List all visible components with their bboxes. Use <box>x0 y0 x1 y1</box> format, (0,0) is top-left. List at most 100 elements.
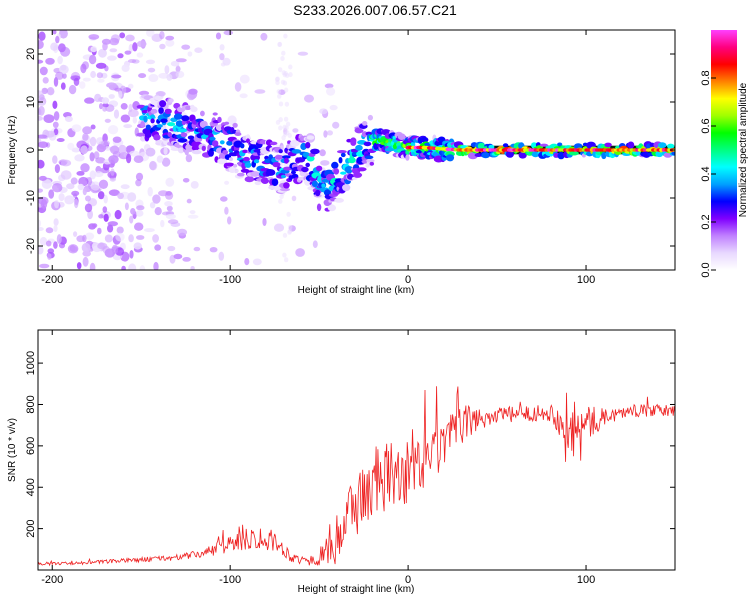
spectrogram-cell <box>38 116 43 121</box>
spectrogram-cell <box>277 93 282 99</box>
spectrogram-cell <box>45 240 52 247</box>
colorbar-tick-label: 0.4 <box>700 166 712 181</box>
spectrogram-cell <box>54 164 61 174</box>
spectrogram-cell <box>41 179 53 189</box>
spectrogram-cell <box>82 126 92 135</box>
spectrogram-x-tick-label: -200 <box>41 274 63 286</box>
spectrogram-cell <box>73 231 78 237</box>
spectrogram-cell <box>38 31 46 41</box>
spectrogram-cell <box>101 140 110 146</box>
spectrogram-cell <box>167 122 176 127</box>
spectrogram-cell <box>147 186 153 197</box>
spectrogram-cell <box>252 258 262 266</box>
spectrogram-cell <box>604 142 612 148</box>
spectrogram-cell <box>149 160 157 171</box>
spectrogram-cell <box>60 64 67 71</box>
spectrogram-cell <box>282 232 288 238</box>
spectrogram-cell <box>165 35 175 41</box>
spectrogram-cell <box>237 172 245 177</box>
colorbar-tick-label: 0.6 <box>700 118 712 133</box>
spectrogram-cell <box>154 207 162 216</box>
spectrogram-cell <box>38 40 44 50</box>
spectrogram-cell <box>84 203 93 213</box>
spectrogram-cell <box>557 142 563 147</box>
spectrogram-cell <box>160 219 165 228</box>
spectrogram-cell <box>108 125 119 135</box>
snr-x-tick-label: 0 <box>405 574 411 586</box>
spectrogram-cell <box>121 64 130 72</box>
spectrogram-cell <box>89 262 96 270</box>
spectrogram-cell <box>127 109 139 118</box>
spectrogram-cell <box>306 135 315 140</box>
spectrogram-cell <box>219 53 225 61</box>
spectrogram-cell <box>278 125 283 131</box>
spectrogram-cell <box>107 221 119 227</box>
spectrogram-cell <box>121 265 126 270</box>
spectrogram-cell <box>136 132 147 137</box>
spectrogram-cell <box>60 159 72 167</box>
colorbar-tick-label: 0.8 <box>700 70 712 85</box>
snr-y-tick-label: 600 <box>25 437 37 455</box>
spectrogram-cell <box>58 43 66 53</box>
spectrogram-cell <box>53 77 59 87</box>
spectrogram-cell <box>212 140 219 147</box>
spectrogram-cell <box>342 184 351 192</box>
spectrogram-cell <box>77 183 85 191</box>
spectrogram-cell <box>288 224 293 230</box>
spectrogram-cell <box>405 154 410 161</box>
spectrogram-cell <box>166 205 173 212</box>
snr-y-axis: 200 400 600 800 1000 <box>25 351 675 538</box>
spectrogram-cell <box>295 248 305 257</box>
spectrogram-cell <box>266 169 276 176</box>
spectrogram-cell <box>557 151 565 160</box>
spectrogram-cell <box>224 180 230 185</box>
spectrogram-cell <box>185 105 192 111</box>
spectrogram-cell <box>128 263 137 270</box>
spectrogram-cell <box>311 180 318 188</box>
spectrogram-cell <box>67 142 75 151</box>
spectrogram-cell <box>178 147 185 154</box>
spectrogram-cell <box>355 144 363 151</box>
spectrogram-cell <box>281 50 286 56</box>
spectrogram-cell <box>109 48 118 53</box>
spectrogram-cell <box>312 240 318 248</box>
spectrogram-cell <box>90 46 97 53</box>
spectrogram-cell <box>305 142 311 149</box>
spectrogram-cell <box>82 133 89 141</box>
spectrogram-cell <box>71 124 82 132</box>
spectrogram-cell <box>168 98 174 103</box>
spectrogram-cell <box>90 181 101 191</box>
spectrogram-cell <box>120 114 131 123</box>
spectrogram-cell <box>306 155 315 162</box>
spectrogram-cell <box>158 190 169 197</box>
spectrogram-cell <box>152 234 160 243</box>
spectrogram-cell <box>98 214 104 219</box>
spectrogram-cell <box>333 168 340 175</box>
snr-panel: -200 -100 0 100 200 400 600 800 1000 Height of … <box>7 329 676 595</box>
spectrogram-cell <box>128 234 134 243</box>
spectrogram-cell <box>118 90 123 99</box>
spectrogram-cell <box>657 142 667 149</box>
spectrogram-x-tick-label: 0 <box>405 274 411 286</box>
spectrogram-cell <box>53 218 59 226</box>
spectrogram-cell <box>228 157 233 162</box>
spectrogram-cell <box>70 246 78 253</box>
spectrogram-cell <box>276 89 281 95</box>
colorbar-ticks: 0.0 0.2 0.4 0.6 0.8 <box>700 70 716 278</box>
spectrogram-cell <box>52 30 57 35</box>
spectrogram-cell <box>40 199 48 209</box>
spectrogram-cell <box>175 58 187 63</box>
spectrogram-cell <box>97 227 102 235</box>
spectrogram-cell <box>232 122 238 128</box>
spectrogram-cell <box>154 95 163 101</box>
spectrogram-cell <box>180 132 188 138</box>
spectrogram-cell <box>190 181 199 189</box>
spectrogram-cell <box>130 208 136 215</box>
spectrogram-cell <box>133 155 144 163</box>
snr-x-tick-label: -100 <box>219 574 241 586</box>
spectrogram-cell <box>167 132 172 137</box>
spectrogram-cell <box>208 149 214 157</box>
spectrogram-cell <box>160 118 168 123</box>
spectrogram-cell <box>111 74 122 79</box>
spectrogram-cell <box>154 244 162 251</box>
